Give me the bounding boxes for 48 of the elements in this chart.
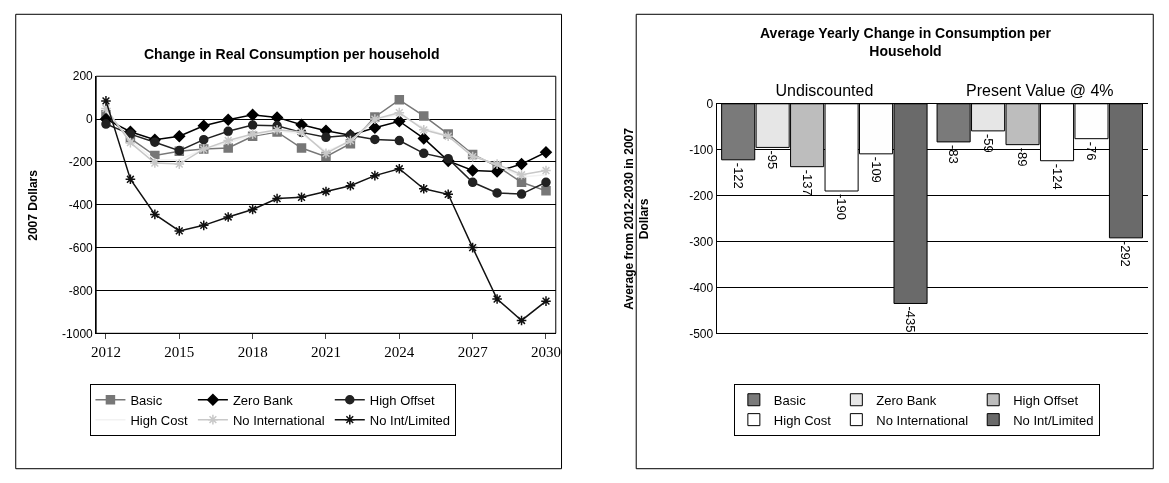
y-tick-label: -500	[689, 326, 714, 341]
y-tick-label: 0	[706, 97, 714, 111]
data-label: -124	[1049, 163, 1065, 190]
y-tick-label: -800	[68, 283, 94, 298]
y-tick-label: 200	[72, 69, 94, 84]
legend-label: Zero Bank	[876, 392, 937, 408]
data-label: -137	[799, 169, 815, 196]
x-tick-label: 2021	[310, 344, 341, 361]
data-label: -109	[868, 156, 884, 183]
y-tick-label: -600	[68, 240, 94, 255]
x-tick-label: 2015	[164, 344, 195, 361]
chart-title: Change in Real Consumption per household	[144, 46, 440, 62]
y-tick-label: -400	[689, 280, 714, 295]
x-tick-label: 2018	[237, 344, 268, 361]
x-tick-label: Undiscounted	[775, 82, 874, 100]
x-tick-label: Present Value @ 4%	[966, 82, 1114, 100]
y-axis-title: Average from 2012-2030 in 2007 Dollars	[621, 127, 652, 310]
legend-label: Basic	[130, 392, 163, 408]
y-tick-label: -300	[689, 234, 714, 249]
x-tick-label: 2030	[530, 344, 561, 361]
data-label: -292	[1118, 240, 1134, 267]
legend-label: High Offset	[369, 392, 435, 408]
legend-label: No Int/Limited	[1013, 412, 1094, 428]
x-tick-label: 2012	[90, 344, 121, 361]
y-tick-label: -200	[68, 155, 94, 170]
y-tick-label: -1000	[62, 326, 94, 341]
legend-label: No International	[232, 412, 325, 428]
legend-label: No International	[876, 412, 969, 428]
legend-label: High Cost	[773, 412, 832, 428]
data-label: -83	[946, 144, 962, 164]
y-tick-label: -400	[68, 197, 94, 212]
data-label: -89	[1015, 147, 1031, 167]
chart-title: Average Yearly Change in Consumption per Household	[760, 25, 1052, 60]
data-label: -122	[730, 162, 746, 189]
legend-label: Basic	[773, 392, 807, 408]
legend-label: No Int/Limited	[369, 412, 450, 428]
y-tick-label: -100	[689, 142, 714, 157]
legend-label: Zero Bank	[232, 392, 294, 408]
data-label: -435	[903, 306, 919, 333]
data-label: -190	[834, 194, 850, 221]
legend-label: High Cost	[130, 412, 188, 428]
y-axis-title: 2007 Dollars	[26, 169, 41, 241]
legend-label: High Offset	[1013, 392, 1079, 408]
y-tick-label: -200	[689, 188, 714, 203]
y-tick-label: 0	[86, 112, 94, 127]
x-tick-label: 2024	[384, 344, 415, 361]
data-label: -95	[765, 150, 781, 170]
x-tick-label: 2027	[457, 344, 489, 361]
